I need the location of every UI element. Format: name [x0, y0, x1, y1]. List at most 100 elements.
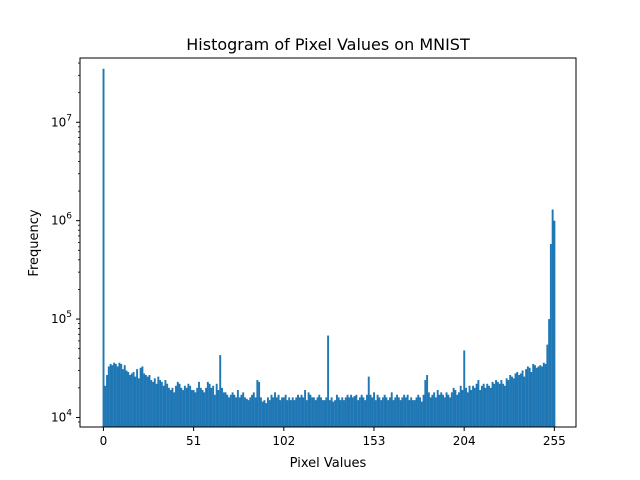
histogram-bar: [256, 380, 259, 427]
histogram-bar: [245, 398, 248, 427]
histogram-bar: [187, 383, 190, 427]
histogram-bar: [521, 370, 524, 427]
histogram-bar: [143, 373, 146, 427]
y-tick-label: 104: [51, 408, 72, 424]
histogram-bar: [222, 392, 225, 427]
histogram-bar: [486, 383, 489, 427]
histogram-bar: [403, 394, 406, 427]
histogram-bar: [328, 400, 331, 427]
histogram-bar: [321, 400, 324, 427]
histogram-bar: [341, 397, 344, 427]
histogram-bar: [541, 366, 543, 427]
histogram-bar: [231, 392, 234, 427]
histogram-bar: [551, 209, 554, 427]
x-tick-label: 204: [453, 434, 476, 448]
histogram-bar: [302, 397, 305, 427]
histogram-bar: [343, 400, 345, 427]
histogram-bar: [311, 397, 314, 427]
histogram-bar: [426, 375, 429, 427]
histogram-bar: [353, 396, 356, 427]
histogram-bar: [376, 394, 379, 427]
x-axis: 0 51 102 153 204 255: [100, 427, 566, 448]
histogram-bar: [433, 392, 436, 427]
histogram-bar: [323, 400, 326, 427]
histogram-bar: [182, 390, 185, 427]
histogram-bar: [298, 397, 301, 427]
histogram-bar: [528, 367, 531, 427]
histogram-bar: [482, 383, 485, 427]
histogram-bar: [450, 392, 453, 427]
histogram-bar: [534, 365, 536, 427]
histogram-bar: [488, 385, 490, 427]
histogram-bar: [346, 394, 349, 427]
histogram-bar: [122, 369, 124, 427]
histogram-bar: [274, 392, 276, 427]
histogram-bar: [130, 373, 133, 427]
histogram-bar: [104, 385, 107, 427]
histogram-bar: [141, 366, 144, 427]
histogram-bar: [498, 383, 501, 427]
histogram-bar: [288, 397, 291, 427]
histogram-bar: [215, 383, 218, 427]
histogram-bar: [325, 397, 328, 427]
histogram-bar: [136, 369, 139, 427]
histogram-bar: [240, 394, 243, 427]
histogram-bar: [286, 400, 289, 427]
histogram-bar: [277, 394, 280, 427]
histogram-bar: [512, 378, 515, 427]
histogram-bar: [452, 387, 455, 427]
histogram-bar: [507, 380, 510, 427]
histogram-bar: [199, 387, 202, 427]
histogram-bar: [470, 390, 473, 427]
histogram-bar: [251, 394, 253, 427]
histogram-bar: [125, 370, 128, 427]
histogram-bar: [449, 397, 452, 427]
histogram-bar: [132, 371, 135, 427]
histogram-bar: [466, 392, 469, 427]
histogram-bar: [544, 363, 547, 427]
histogram-bar: [210, 387, 213, 427]
histogram-bar: [443, 397, 446, 427]
histogram-bar: [548, 319, 551, 427]
histogram-bar: [208, 383, 211, 427]
histogram-bar: [152, 381, 154, 427]
histogram-bar: [194, 392, 197, 427]
histogram-bar: [206, 381, 209, 427]
histogram-bar: [159, 380, 162, 427]
histogram-bar: [519, 373, 522, 427]
histogram-bar: [360, 394, 363, 427]
histogram-bar: [396, 394, 398, 427]
histogram-bar: [475, 383, 478, 427]
histogram-bar: [424, 380, 427, 427]
histogram-bar: [390, 392, 393, 427]
histogram-bar: [189, 385, 192, 427]
histogram-bar: [505, 378, 508, 427]
histogram-bar: [249, 397, 252, 427]
histogram-bar: [410, 397, 413, 427]
histogram-bar: [477, 380, 480, 427]
histogram-bar: [155, 383, 158, 427]
histogram-bar: [148, 375, 151, 427]
histogram-bar: [102, 68, 105, 428]
histogram-bar: [146, 376, 149, 427]
histogram-bar: [348, 397, 351, 427]
histogram-bar: [270, 394, 273, 427]
histogram-bar: [427, 392, 430, 427]
histogram-bar: [183, 385, 186, 427]
histogram-bar: [459, 385, 462, 427]
histogram-bar: [171, 387, 174, 427]
histogram-bar: [381, 397, 384, 427]
histogram-bar: [355, 394, 358, 427]
histogram-bar: [417, 394, 420, 427]
histogram-bar: [339, 400, 342, 427]
histogram-bar: [549, 243, 552, 427]
histogram-bar: [429, 397, 432, 427]
histogram-bar: [465, 387, 467, 427]
histogram-bar: [233, 394, 236, 427]
histogram-bar: [284, 394, 287, 427]
histogram-bar: [369, 394, 372, 427]
histogram-bar: [442, 394, 444, 427]
histogram-bar: [198, 381, 200, 427]
histogram-bar: [357, 400, 360, 427]
